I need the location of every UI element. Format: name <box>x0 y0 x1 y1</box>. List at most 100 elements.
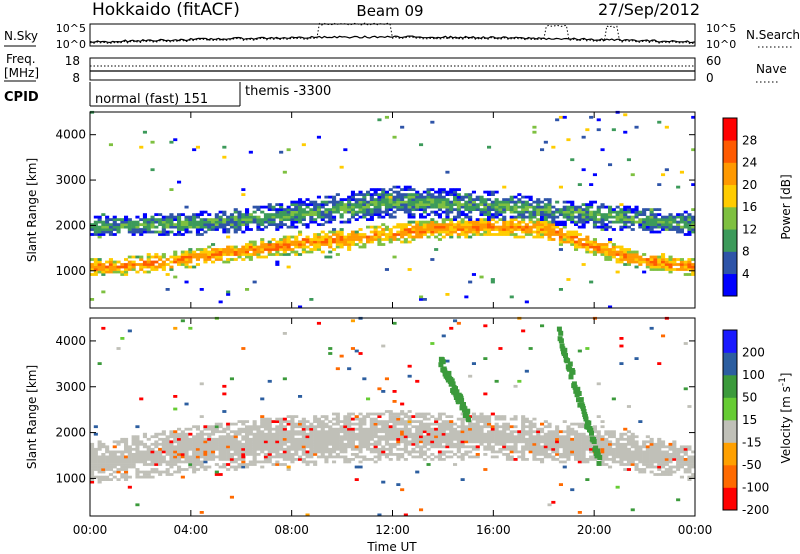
echo-cell <box>502 427 507 431</box>
echo-cell <box>131 453 136 456</box>
echo-cell <box>142 213 147 216</box>
echo-cell <box>192 440 197 444</box>
echo-cell <box>188 250 193 254</box>
echo-cell <box>430 415 435 418</box>
echo-cell <box>619 442 624 446</box>
echo-cell <box>173 460 178 464</box>
echo-cell <box>358 437 363 441</box>
echo-cell <box>415 200 420 204</box>
echo-cell <box>335 417 340 421</box>
echo-cell <box>494 379 499 383</box>
echo-cell <box>630 458 635 461</box>
echo-cell <box>90 233 95 236</box>
echo-cell <box>313 442 318 446</box>
echo-cell <box>468 230 473 234</box>
echo-cell <box>521 427 526 431</box>
echo-cell <box>411 200 416 204</box>
echo-cell <box>400 240 405 244</box>
echo-cell <box>377 208 382 211</box>
echo-cell <box>108 465 113 469</box>
echo-cell <box>426 427 431 431</box>
echo-cell <box>328 250 333 254</box>
echo-cell <box>211 453 216 456</box>
echo-cell <box>188 455 193 459</box>
echo-cell <box>645 228 650 231</box>
echo-cell <box>562 447 567 451</box>
echo-cell <box>623 463 628 466</box>
echo-cell <box>275 223 280 226</box>
echo-cell <box>271 427 276 431</box>
echo-cell <box>241 193 246 196</box>
echo-cell <box>487 225 492 229</box>
echo-cell <box>343 460 348 464</box>
echo-cell <box>441 412 446 416</box>
echo-cell <box>415 420 420 423</box>
echo-cell <box>105 218 110 221</box>
echo-cell <box>422 200 427 204</box>
echo-cell <box>566 210 571 214</box>
echo-cell <box>592 215 597 219</box>
echo-cell <box>282 377 287 381</box>
echo-cell <box>543 425 548 429</box>
echo-cell <box>403 412 408 416</box>
echo-cell <box>649 450 654 454</box>
echo-cell <box>604 440 609 444</box>
echo-cell <box>112 220 117 224</box>
echo-cell <box>403 422 408 426</box>
echo-cell <box>536 203 541 206</box>
echo-cell <box>279 238 284 241</box>
echo-cell <box>222 155 227 159</box>
echo-cell <box>120 453 125 456</box>
echo-cell <box>332 218 337 221</box>
echo-cell <box>445 233 450 236</box>
echo-cell <box>343 415 348 418</box>
echo-cell <box>562 435 567 439</box>
echo-cell <box>135 228 140 231</box>
echo-cell <box>415 208 420 211</box>
echo-cell <box>460 228 465 231</box>
echo-cell <box>369 235 374 239</box>
echo-cell <box>604 445 609 449</box>
echo-cell <box>188 215 193 219</box>
echo-cell <box>536 450 541 454</box>
echo-cell <box>687 228 692 231</box>
echo-cell <box>657 263 662 266</box>
echo-cell <box>252 427 257 431</box>
echo-cell <box>252 248 257 251</box>
echo-cell <box>407 415 412 418</box>
echo-cell <box>437 445 442 449</box>
echo-cell <box>120 473 125 476</box>
echo-cell <box>600 213 605 216</box>
echo-cell <box>316 243 321 246</box>
echo-cell <box>366 432 371 436</box>
echo-cell <box>366 447 371 451</box>
echo-cell <box>490 190 495 194</box>
echo-cell <box>471 273 476 276</box>
echo-cell <box>619 337 624 340</box>
echo-cell <box>369 425 374 429</box>
echo-cell <box>430 453 435 456</box>
echo-cell <box>177 465 182 469</box>
echo-cell <box>350 435 355 439</box>
echo-cell <box>630 208 635 211</box>
echo-cell <box>657 362 662 365</box>
nave-tick-top: 60 <box>706 54 721 68</box>
echo-cell <box>124 465 129 469</box>
echo-cell <box>192 442 197 446</box>
echo-cell <box>585 215 590 219</box>
echo-cell <box>275 442 280 446</box>
echo-cell <box>275 260 280 264</box>
echo-cell <box>502 435 507 439</box>
echo-cell <box>279 203 284 206</box>
echo-cell <box>600 148 605 152</box>
echo-cell <box>320 215 325 219</box>
echo-cell <box>471 233 476 236</box>
echo-cell <box>679 215 684 219</box>
echo-cell <box>169 215 174 219</box>
echo-cell <box>313 453 318 456</box>
echo-cell <box>487 208 492 211</box>
echo-cell <box>555 427 560 431</box>
echo-cell <box>626 455 631 459</box>
echo-cell <box>483 357 488 360</box>
echo-cell <box>460 198 465 201</box>
